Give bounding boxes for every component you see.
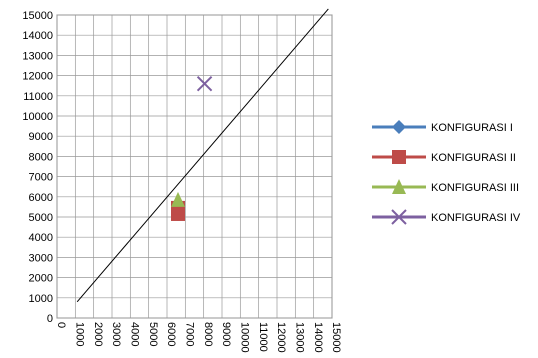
y-tick-label: 12000 [22, 71, 53, 83]
y-tick-label: 9000 [29, 131, 53, 143]
y-tick-label: 2000 [29, 273, 53, 285]
y-tick-label: 5000 [29, 212, 53, 224]
x-tick-label: 2000 [92, 322, 104, 346]
x-tick-label: 0 [55, 322, 67, 328]
legend-label: KONFIGURASI II [431, 152, 516, 164]
y-tick-label: 8000 [29, 151, 53, 163]
x-tick-label: 13000 [293, 322, 305, 353]
y-tick-label: 3000 [29, 252, 53, 264]
legend-marker [392, 150, 406, 164]
legend-label: KONFIGURASI III [431, 182, 519, 194]
y-tick-label: 6000 [29, 192, 53, 204]
x-tick-label: 10000 [238, 322, 250, 353]
point [196, 75, 213, 92]
y-tick-label: 11000 [23, 91, 53, 103]
legend-label: KONFIGURASI I [431, 122, 513, 134]
y-tick-label: 10000 [22, 111, 53, 123]
legend-marker [391, 209, 407, 225]
reference-line [76, 8, 329, 303]
clip-group [76, 8, 329, 303]
y-tick-label: 15000 [22, 10, 53, 22]
x-tick-label: 8000 [202, 322, 214, 346]
x-tick-label: 1000 [73, 322, 85, 346]
legend-marker [392, 179, 406, 194]
x-tick-label: 4000 [128, 322, 140, 346]
x-tick-label: 14000 [312, 322, 324, 353]
x-tick-label: 15000 [330, 322, 342, 353]
x-tick-label: 11000 [257, 322, 269, 352]
x-tick-label: 6000 [165, 322, 177, 346]
y-tick-label: 13000 [22, 50, 53, 62]
x-tick-label: 3000 [110, 322, 122, 346]
y-tick-label: 4000 [29, 232, 53, 244]
x-tick-label: 12000 [275, 322, 287, 353]
y-tick-label: 7000 [29, 172, 53, 184]
x-tick-label: 5000 [147, 322, 159, 346]
legend-marker [392, 120, 406, 134]
legend-label: KONFIGURASI IV [431, 212, 521, 224]
y-tick-label: 1000 [29, 293, 53, 305]
x-tick-label: 7000 [183, 322, 195, 346]
x-tick-label: 9000 [220, 322, 232, 346]
plot-area [56, 14, 333, 319]
y-tick-label: 14000 [22, 30, 53, 42]
y-tick-label: 0 [47, 313, 53, 325]
point [171, 191, 185, 207]
